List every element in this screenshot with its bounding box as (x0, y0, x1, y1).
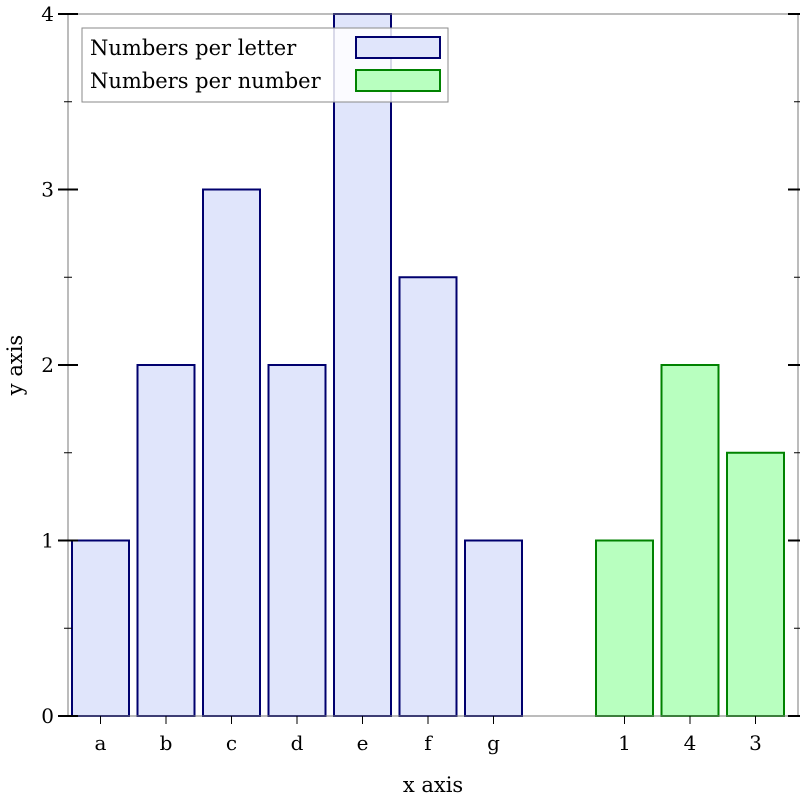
legend-label-1: Numbers per number (90, 69, 322, 93)
labels-layer: a b c d e f g 1 4 3 0 1 2 3 4 x axis y axis (3, 2, 762, 797)
bar-0-b (136, 364, 196, 717)
bar-1-1 (595, 539, 654, 717)
x-tick-label: g (487, 731, 500, 755)
x-tick-label: 3 (749, 731, 762, 755)
bar-0-g (464, 539, 523, 717)
y-tick-label: 3 (41, 178, 54, 202)
y-tick-label: 2 (41, 353, 54, 377)
bar-0-a (71, 539, 130, 717)
x-tick-label: e (357, 731, 369, 755)
x-tick-label: 1 (618, 731, 631, 755)
legend-swatch-1 (355, 69, 441, 92)
x-tick-label: c (226, 731, 237, 755)
bar-1-3 (726, 451, 785, 717)
y-tick-label: 1 (41, 529, 54, 553)
bar-0-f (398, 276, 458, 717)
y-tick-label: 4 (41, 2, 54, 26)
x-tick-label: b (160, 731, 173, 755)
legend-swatch-0 (355, 36, 441, 59)
y-axis-label: y axis (3, 335, 27, 396)
bar-1-4 (660, 364, 720, 717)
bar-0-d (267, 364, 327, 717)
bar-0-c (202, 188, 261, 717)
x-tick-label: a (95, 731, 107, 755)
legend-label-0: Numbers per letter (90, 36, 297, 60)
x-tick-label: 4 (684, 731, 697, 755)
axes-layer (58, 13, 800, 724)
bars-layer (71, 13, 785, 717)
x-tick-label: d (291, 731, 304, 755)
x-tick-label: f (424, 731, 433, 755)
legend: Numbers per letter Numbers per number (81, 27, 449, 103)
y-tick-label: 0 (41, 704, 54, 728)
bar-0-e (333, 13, 392, 717)
x-axis-label: x axis (403, 773, 463, 797)
